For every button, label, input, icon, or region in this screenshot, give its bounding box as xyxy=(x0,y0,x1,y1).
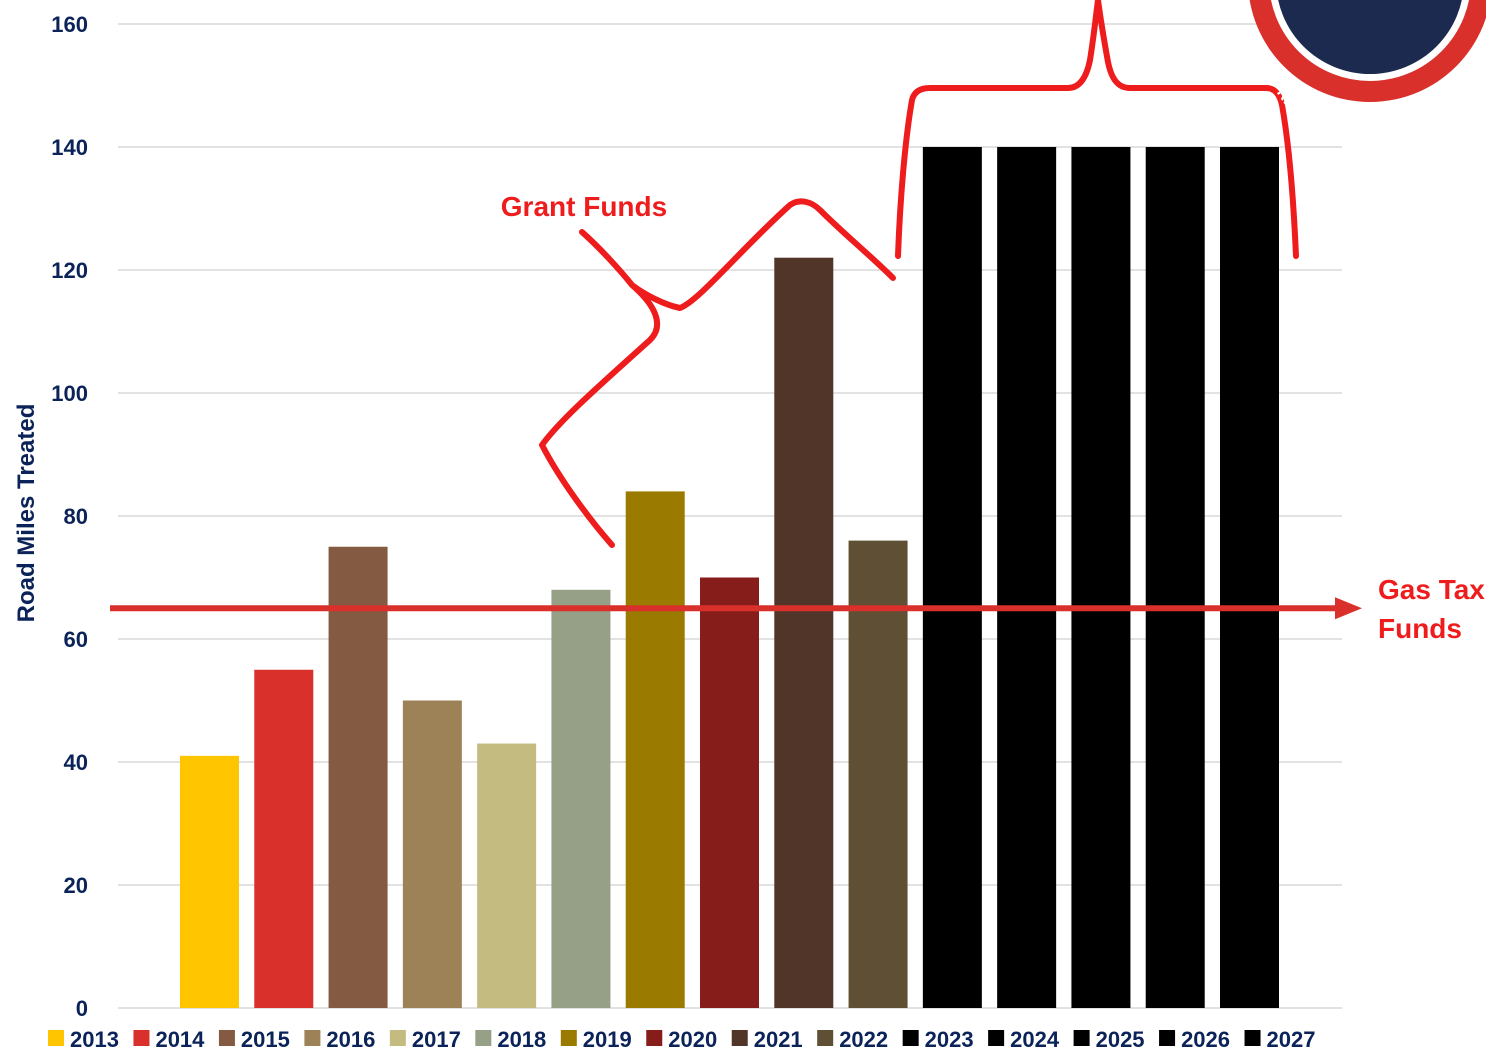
gas-tax-reference-line xyxy=(110,597,1362,620)
legend-label-2017: 2017 xyxy=(412,1027,461,1052)
y-tick-label: 60 xyxy=(64,627,88,652)
legend-label-2024: 2024 xyxy=(1010,1027,1060,1052)
future-years-bracket xyxy=(895,0,1299,259)
grant-funds-label: Grant Funds xyxy=(501,191,667,222)
bar-2013 xyxy=(180,755,239,1008)
legend-swatch-2018 xyxy=(475,1030,492,1046)
legend-label-2018: 2018 xyxy=(497,1027,546,1052)
bar-2016 xyxy=(402,700,462,1008)
legend-swatch-2027 xyxy=(1244,1030,1261,1046)
bar-2015 xyxy=(328,546,388,1008)
legend-swatch-2025 xyxy=(1073,1030,1090,1046)
bar-2014 xyxy=(254,669,314,1008)
y-tick-label: 40 xyxy=(64,750,88,775)
legend-label-2016: 2016 xyxy=(326,1027,375,1052)
y-tick-label: 120 xyxy=(51,258,88,283)
bar-2017 xyxy=(477,743,537,1008)
legend-label-2021: 2021 xyxy=(754,1027,803,1052)
legend-swatch-2013 xyxy=(48,1030,64,1046)
y-tick-label: 140 xyxy=(51,135,88,160)
legend-label-2015: 2015 xyxy=(241,1027,290,1052)
legend-swatch-2016 xyxy=(304,1030,321,1046)
y-tick-labels: 0 20 40 60 80 100 120 140 160 xyxy=(51,12,88,1021)
legend-label-2027: 2027 xyxy=(1267,1027,1316,1052)
bar-2026 xyxy=(1145,147,1205,1008)
gas-tax-label-line1: Gas Tax xyxy=(1378,574,1485,605)
bar-2025 xyxy=(1071,147,1131,1008)
legend-label-2013: 2013 xyxy=(70,1027,119,1052)
legend-swatch-2014 xyxy=(133,1030,150,1046)
legend-swatch-2026 xyxy=(1159,1030,1176,1046)
legend-label-2020: 2020 xyxy=(668,1027,717,1052)
legend-swatch-2020 xyxy=(646,1030,663,1046)
y-tick-label: 20 xyxy=(64,873,88,898)
y-tick-label: 80 xyxy=(64,504,88,529)
legend-label-2025: 2025 xyxy=(1096,1027,1145,1052)
grant-funds-bracket xyxy=(539,198,896,548)
y-tick-label: 160 xyxy=(51,12,88,37)
bar-2019 xyxy=(625,491,685,1008)
gridlines xyxy=(118,23,1342,1009)
legend-label-2022: 2022 xyxy=(839,1027,888,1052)
bar-2023 xyxy=(922,147,982,1008)
bar-2024 xyxy=(997,147,1057,1008)
legend-label-2026: 2026 xyxy=(1181,1027,1230,1052)
legend-swatch-2021 xyxy=(731,1030,748,1046)
y-tick-label: 100 xyxy=(51,381,88,406)
bar-2021 xyxy=(774,257,834,1008)
bars xyxy=(180,147,1279,1008)
gas-tax-label-line2: Funds xyxy=(1378,613,1462,644)
legend-swatch-2022 xyxy=(817,1030,834,1046)
legend: 2013 2014 2015 2016 2017 2018 2019 2020 2021 2022… xyxy=(48,1027,1315,1052)
y-axis-title: Road Miles Treated xyxy=(13,404,40,623)
legend-swatch-2024 xyxy=(988,1030,1005,1046)
bar-2018 xyxy=(551,589,611,1008)
legend-swatch-2017 xyxy=(389,1030,406,1046)
bar-2020 xyxy=(700,577,759,1008)
legend-label-2019: 2019 xyxy=(583,1027,632,1052)
bar-2022 xyxy=(848,540,908,1008)
legend-swatch-2019 xyxy=(560,1030,577,1046)
legend-swatch-2023 xyxy=(902,1030,919,1046)
legend-label-2014: 2014 xyxy=(155,1027,205,1052)
bar-2027 xyxy=(1220,147,1279,1008)
legend-swatch-2015 xyxy=(218,1030,235,1046)
legend-label-2023: 2023 xyxy=(925,1027,974,1052)
y-tick-label: 0 xyxy=(76,996,88,1021)
